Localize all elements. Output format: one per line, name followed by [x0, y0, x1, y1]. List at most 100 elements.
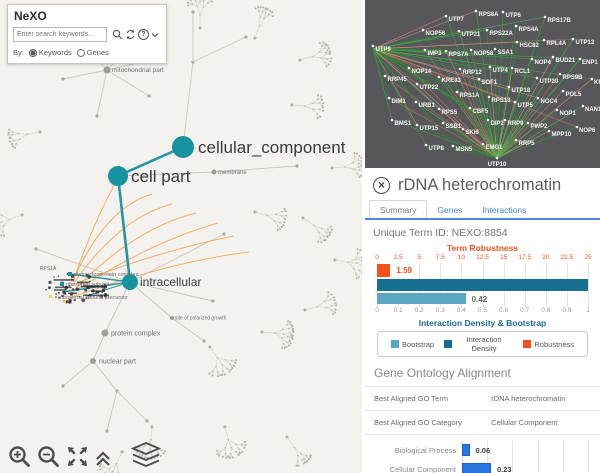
gene-node-HSC82[interactable]: HSC82: [515, 40, 540, 49]
gene-node-RPS4A[interactable]: RPS4A: [514, 24, 539, 33]
tree-node-protein_complex[interactable]: protein complex: [101, 329, 161, 338]
gene-node-NOC4[interactable]: NOC4: [536, 96, 558, 105]
gene-node-RPS22A[interactable]: RPS22A: [485, 28, 514, 37]
gene-node-SKI6[interactable]: SKI6: [461, 127, 480, 136]
gene-node-UTP5[interactable]: UTP5: [513, 100, 534, 109]
layers-icon[interactable]: [131, 442, 161, 468]
gene-node-UTP15[interactable]: UTP15: [415, 123, 439, 132]
tree-node-intracellular[interactable]: intracellular: [122, 274, 201, 290]
tree-node-cell_part[interactable]: cell part: [108, 166, 191, 186]
gene-node-PWP2[interactable]: PWP2: [526, 121, 548, 130]
gene-node-RPS1A[interactable]: RPS1A: [455, 90, 480, 99]
gene-node-CBF5[interactable]: CBF5: [468, 106, 489, 115]
tree-node-ribosomal_subunit[interactable]: ribosomal subunit: [60, 282, 110, 288]
search-icon[interactable]: [112, 29, 123, 40]
gene-node-UTP18[interactable]: UTP18: [507, 85, 531, 94]
gene-node-RPS13[interactable]: RPS13: [487, 95, 511, 104]
gene-node-NOP1[interactable]: NOP1: [555, 108, 577, 117]
tree-node-ribonucleoprotein_complex[interactable]: ribonucleoprotein complex: [68, 272, 138, 278]
gene-node-NOP14[interactable]: NOP14: [407, 66, 432, 75]
view-controls: [8, 442, 167, 468]
refresh-icon[interactable]: [125, 29, 136, 40]
svg-text:ribosomal subunit precursor: ribosomal subunit precursor: [60, 295, 128, 301]
gene-node-SSB1[interactable]: SSB1: [441, 121, 462, 130]
go-term-label: Best Aligned GO Term: [374, 394, 449, 403]
gene-node-NOP58[interactable]: NOP58: [469, 48, 494, 57]
svg-text:RPS7A: RPS7A: [449, 52, 470, 58]
gene-node-UTP8[interactable]: UTP8: [424, 143, 445, 152]
gene-node-UTP21[interactable]: UTP21: [457, 29, 481, 38]
svg-text:RPS8A: RPS8A: [479, 12, 500, 18]
chevron-down-icon[interactable]: [151, 31, 159, 39]
gene-node-URB1[interactable]: URB1: [414, 100, 436, 109]
help-icon[interactable]: ?: [138, 29, 149, 40]
tab-interactions[interactable]: Interactions: [482, 205, 527, 215]
svg-text:DIP2: DIP2: [491, 121, 505, 127]
gene-node-RPS17B[interactable]: RPS17B: [543, 15, 572, 24]
gene-node-UTP4[interactable]: UTP4: [488, 65, 509, 74]
gene-node-SSA1[interactable]: SSA1: [493, 47, 514, 56]
gene-node-IMP3[interactable]: IMP3: [423, 48, 442, 57]
gene-node-DIM1[interactable]: DIM1: [387, 96, 407, 105]
gene-node-KRR1[interactable]: KRR1: [590, 77, 600, 86]
svg-text:BUD21: BUD21: [556, 58, 576, 64]
gene-node-NOP4[interactable]: NOP4: [530, 57, 552, 66]
gene-node-RPS8A[interactable]: RPS8A: [474, 9, 500, 18]
fit-to-screen-icon[interactable]: [66, 445, 89, 468]
gene-node-NOP56[interactable]: NOP56: [421, 28, 446, 37]
gene-node-RPS5[interactable]: RPS5: [437, 107, 458, 116]
tree-node-cellular_component[interactable]: cellular_component: [172, 136, 346, 158]
gene-node-RCL1[interactable]: RCL1: [510, 66, 531, 75]
gene-node-BUD21[interactable]: BUD21: [551, 55, 576, 64]
gene-node-MSN5[interactable]: MSN5: [451, 144, 473, 153]
gene-node-RRP5[interactable]: RRP5: [514, 138, 535, 147]
tree-node-mitochondrial_part[interactable]: mitochondrial part: [103, 66, 164, 75]
tree-node-site_of_polarized_growth[interactable]: site of polarized growth: [170, 316, 227, 322]
gene-node-RPS9B[interactable]: RPS9B: [558, 72, 583, 81]
tree-node-membrane[interactable]: membrane: [211, 169, 248, 177]
gene-node-ENP1[interactable]: ENP1: [578, 57, 599, 66]
gene-node-NAN1[interactable]: NAN1: [581, 104, 600, 113]
gene-node-UTP7[interactable]: UTP7: [444, 14, 465, 23]
gene-node-RPS7A[interactable]: RPS7A: [444, 49, 470, 58]
tab-genes[interactable]: Genes: [437, 205, 463, 215]
close-icon[interactable]: ×: [373, 177, 390, 194]
gene-node-POL5[interactable]: POL5: [561, 89, 582, 98]
gene-node-UTP9[interactable]: UTP9: [371, 44, 392, 53]
gene-node-UTP10[interactable]: UTP10: [488, 156, 507, 168]
go-chart-category: Cellular Component: [389, 465, 456, 473]
gene-node-NOP6[interactable]: NOP6: [575, 125, 596, 134]
tab-summary[interactable]: Summary: [369, 200, 428, 218]
svg-text:SSB1: SSB1: [446, 124, 462, 130]
gene-node-KRE33[interactable]: KRE33: [437, 75, 462, 84]
legend-label: Bootstrap: [402, 339, 435, 349]
gene-node-SOF1[interactable]: SOF1: [477, 77, 498, 86]
svg-text:cellular_component: cellular_component: [198, 138, 346, 157]
collapse-icon[interactable]: [95, 448, 111, 468]
gene-node-RRP9[interactable]: RRP9: [503, 118, 524, 127]
gene-node-BMS1[interactable]: BMS1: [390, 118, 412, 127]
gene-node-UTP13[interactable]: UTP13: [571, 37, 595, 46]
gene-node-RPL4A[interactable]: RPL4A: [542, 38, 567, 47]
gene-node-UTP20[interactable]: UTP20: [535, 76, 559, 85]
gene-node-DIP2[interactable]: DIP2: [486, 118, 505, 127]
zoom-out-icon[interactable]: [37, 445, 60, 468]
gene-node-MPP10[interactable]: MPP10: [547, 129, 572, 138]
svg-text:DIM1: DIM1: [392, 99, 407, 105]
tree-node-nuclear_part[interactable]: nuclear part: [90, 358, 136, 366]
zoom-in-icon[interactable]: [8, 445, 31, 468]
search-input[interactable]: [13, 27, 107, 42]
robustness-chart: Term Robustness 0 2.5 5 7.5 10 12.5 15 17.5 20 22…: [365, 243, 600, 357]
gene-node-RRP12[interactable]: RRP12: [458, 67, 483, 76]
gene-network-canvas[interactable]: UTP9 UTP10 RPS8A UTP6 RPS17B UTP7 NOP56 UTP21 RP…: [365, 0, 600, 168]
gene-node-UTP6[interactable]: UTP6: [501, 10, 522, 19]
gene-network-panel[interactable]: UTP9 UTP10 RPS8A UTP6 RPS17B UTP7 NOP56 UTP21 RP…: [365, 0, 600, 168]
genes-radio[interactable]: [76, 48, 85, 57]
gene-node-UTP22[interactable]: UTP22: [415, 82, 439, 91]
gene-node-EMG1[interactable]: EMG1: [481, 142, 503, 151]
keywords-radio[interactable]: [28, 48, 37, 57]
gene-node-RRP45[interactable]: RRP45: [383, 74, 408, 83]
